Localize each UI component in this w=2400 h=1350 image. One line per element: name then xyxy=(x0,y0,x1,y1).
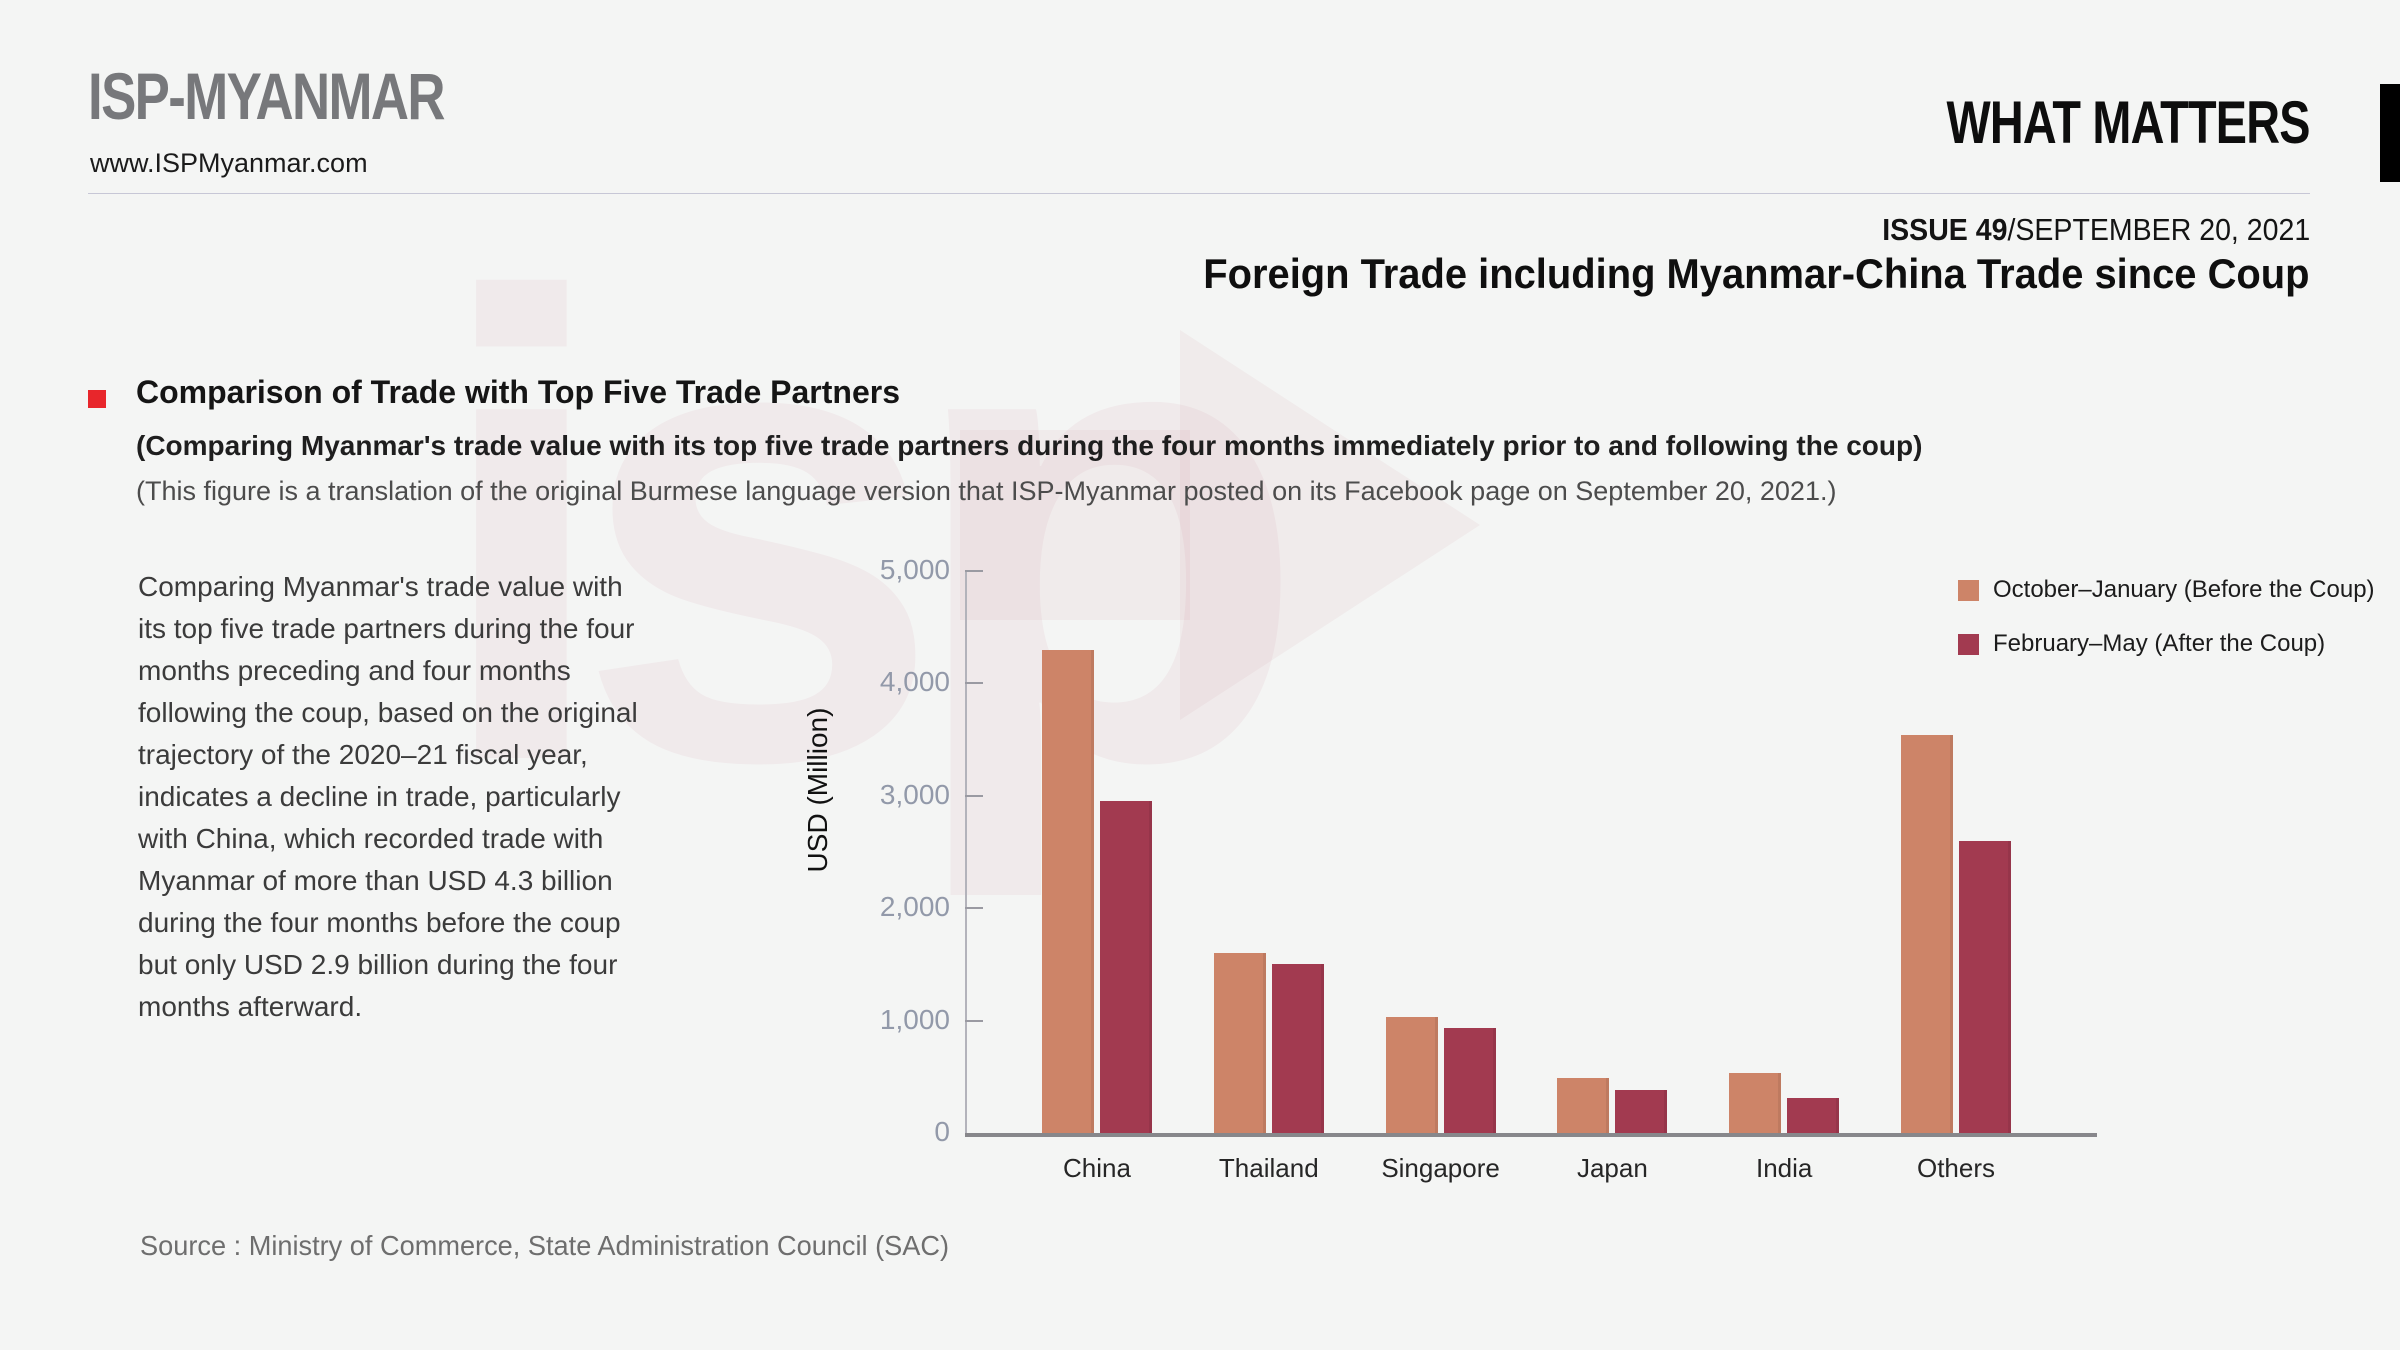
bar-thailand-after xyxy=(1271,964,1324,1133)
section-translation-note: (This figure is a translation of the ori… xyxy=(136,476,1837,506)
x-axis-label-singapore: Singapore xyxy=(1381,1153,1500,1183)
bar-china-after xyxy=(1100,801,1152,1133)
y-axis-line xyxy=(965,571,967,1133)
isp-watermark-arrow-icon xyxy=(1180,330,1480,720)
x-axis-label-india: India xyxy=(1755,1153,1813,1183)
bar-india-after xyxy=(1787,1098,1840,1133)
legend-item: October–January (Before the Coup) xyxy=(1958,576,2375,604)
what-matters-masthead: WHAT MATTERS xyxy=(1946,89,2311,156)
bar-japan-after xyxy=(1615,1090,1668,1133)
issue-number: ISSUE 49 xyxy=(1881,212,2008,247)
masthead-black-bar xyxy=(2380,84,2400,182)
issue-line: ISSUE 49/SEPTEMBER 20, 2021 xyxy=(1882,212,2310,248)
isp-myanmar-logo: ISP-MYANMAR xyxy=(88,59,446,133)
bar-others-after xyxy=(1959,841,2011,1133)
legend-label: October–January (Before the Coup) xyxy=(1993,576,2375,603)
y-tick-label: 5,000 xyxy=(879,554,950,585)
summary-paragraph: Comparing Myanmar's trade value with its… xyxy=(138,571,638,1022)
y-tick-label: 4,000 xyxy=(879,666,950,698)
chart-legend: October–January (Before the Coup) Februar… xyxy=(1958,576,2375,684)
bar-chart: USD (Million) October–January (Before th… xyxy=(790,540,2375,1240)
page-title: Foreign Trade including Myanmar-China Tr… xyxy=(1203,250,2310,297)
y-tick-label: 2,000 xyxy=(879,891,950,923)
bar-thailand-before xyxy=(1213,953,1266,1133)
header-divider xyxy=(88,193,2310,194)
x-axis-label-thailand: Thailand xyxy=(1218,1153,1319,1183)
x-axis-label-china: China xyxy=(1063,1153,1131,1183)
y-tick-mark xyxy=(965,794,983,797)
legend-item: February–May (After the Coup) xyxy=(1958,630,2375,658)
isp-watermark-arrow-shaft xyxy=(960,430,1190,620)
section-heading: Comparison of Trade with Top Five Trade … xyxy=(136,374,900,410)
y-tick-mark xyxy=(965,1019,983,1022)
bar-singapore-before xyxy=(1385,1017,1438,1133)
website-url: www.ISPMyanmar.com xyxy=(90,148,368,178)
bar-china-before xyxy=(1042,650,1094,1133)
bar-singapore-after xyxy=(1443,1028,1496,1133)
y-tick-mark xyxy=(965,570,983,572)
x-axis-label-others: Others xyxy=(1916,1153,1996,1183)
y-tick-label: 0 xyxy=(934,1116,950,1147)
legend-label: February–May (After the Coup) xyxy=(1993,630,2326,657)
y-tick-label: 1,000 xyxy=(879,1003,950,1035)
y-tick-mark xyxy=(965,907,983,910)
x-axis-label-japan: Japan xyxy=(1576,1153,1648,1183)
section-subtitle: (Comparing Myanmar's trade value with it… xyxy=(136,430,1923,461)
bar-others-before xyxy=(1901,735,1953,1133)
y-tick-label: 3,000 xyxy=(879,778,950,810)
y-tick-mark xyxy=(965,682,983,685)
x-axis-line xyxy=(965,1133,2097,1137)
legend-swatch-icon xyxy=(1958,579,1979,601)
isp-watermark-text: isp xyxy=(430,161,1308,898)
source-note: Source : Ministry of Commerce, State Adm… xyxy=(140,1230,950,1261)
bar-japan-before xyxy=(1557,1078,1610,1133)
bar-india-before xyxy=(1729,1073,1782,1133)
red-square-bullet-icon xyxy=(88,390,106,408)
legend-swatch-icon xyxy=(1958,633,1979,655)
issue-date: /SEPTEMBER 20, 2021 xyxy=(2007,212,2310,247)
